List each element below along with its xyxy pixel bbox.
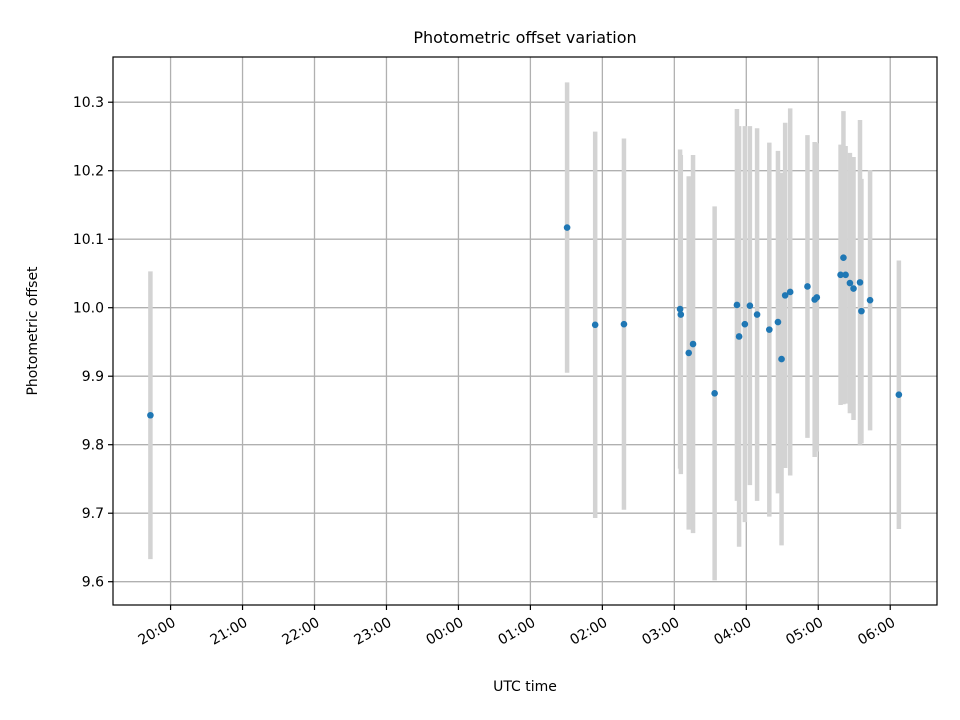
data-point	[746, 302, 754, 309]
y-tick-label: 10.1	[73, 232, 104, 248]
x-tick-label: 20:00	[136, 615, 179, 649]
data-point	[813, 294, 821, 301]
data-point	[711, 390, 718, 397]
data-point	[846, 279, 854, 287]
data-point	[676, 305, 684, 313]
y-tick-label: 9.9	[82, 369, 104, 385]
data-point	[591, 321, 599, 329]
x-tick-label: 01:00	[495, 615, 538, 649]
data-point	[837, 271, 844, 279]
data-point	[842, 271, 849, 279]
x-tick-label: 02:00	[567, 615, 610, 649]
errorbars	[148, 82, 902, 581]
data-point	[781, 292, 789, 299]
x-tick-label: 05:00	[783, 615, 826, 649]
data-point	[840, 254, 847, 262]
data-point	[895, 391, 903, 399]
data-point	[733, 301, 741, 309]
x-tick-label: 03:00	[639, 615, 682, 649]
data-point	[753, 311, 761, 318]
x-tick-label: 06:00	[855, 615, 898, 649]
data-point	[620, 320, 628, 328]
data-point	[685, 349, 693, 357]
x-tick-label: 04:00	[711, 615, 754, 649]
y-axis-label: Photometric offset	[25, 266, 41, 396]
y-tick-label: 10.3	[73, 95, 104, 111]
data-point	[866, 296, 874, 304]
data-point	[858, 307, 865, 315]
x-tick-label: 23:00	[352, 615, 395, 649]
data-point	[741, 320, 749, 328]
data-point	[786, 288, 794, 296]
data-point	[850, 285, 857, 292]
data-point	[766, 326, 773, 333]
data-point	[804, 283, 811, 290]
x-tick-label: 21:00	[208, 615, 251, 649]
data-point	[778, 355, 785, 363]
data-point	[563, 224, 571, 231]
data-point	[689, 340, 697, 348]
x-tick-label: 00:00	[423, 615, 466, 649]
data-point	[856, 279, 864, 286]
plot-frame	[112, 56, 938, 606]
y-tick-label: 9.8	[82, 438, 104, 454]
y-axis: 9.6 9.7 9.8 9.9 10.0 10.1 10.2 10.3	[73, 95, 113, 591]
chart-title: Photometric offset variation	[413, 28, 636, 47]
x-axis-label: UTC time	[493, 679, 557, 695]
y-tick-label: 9.6	[82, 575, 104, 591]
y-tick-label: 10.0	[73, 301, 104, 317]
grid	[113, 57, 937, 605]
data-point	[774, 318, 782, 326]
y-tick-label: 9.7	[82, 506, 104, 522]
data-points	[147, 224, 903, 419]
x-tick-label: 22:00	[280, 615, 323, 649]
data-point	[735, 333, 743, 340]
y-tick-label: 10.2	[73, 164, 104, 180]
x-axis: 20:00 21:00 22:00 23:00 00:00 01:00 02:00 03:00…	[136, 605, 898, 649]
data-point	[677, 311, 685, 318]
data-point	[147, 411, 154, 419]
